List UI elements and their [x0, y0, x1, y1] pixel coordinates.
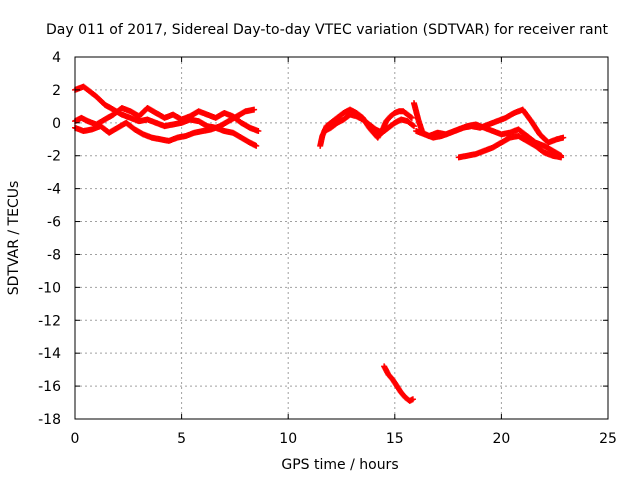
y-axis-ticks: 4 2 0 -2 -4 -6 -8 -10 -12 -14 -16 -18: [38, 50, 608, 428]
data-point-marker: [560, 134, 567, 141]
x-tick-label: 25: [599, 431, 617, 447]
x-tick-label: 15: [386, 431, 404, 447]
y-tick-label: -4: [47, 182, 61, 198]
y-axis-label: SDTVAR / TECUs: [6, 181, 22, 296]
y-tick-label: 0: [52, 116, 61, 132]
y-tick-label: 2: [52, 83, 61, 99]
x-tick-label: 0: [71, 431, 80, 447]
y-tick-label: 4: [52, 50, 61, 66]
data-point-marker: [251, 106, 258, 113]
data-point-marker: [558, 154, 565, 161]
x-tick-label: 10: [279, 431, 297, 447]
data-point-marker: [253, 142, 260, 149]
y-tick-label: -16: [38, 379, 61, 395]
data-point-marker: [408, 114, 415, 121]
plot-frame: [74, 56, 609, 420]
data-point-marker: [255, 128, 262, 135]
x-tick-label: 5: [177, 431, 186, 447]
y-tick-label: -8: [47, 247, 61, 263]
data-point-marker: [409, 122, 416, 129]
data-point-marker: [407, 114, 414, 121]
x-axis-ticks: 0 5 10 15 20 25: [71, 57, 617, 447]
x-axis-label: GPS time / hours: [281, 457, 398, 473]
data-point-marker: [410, 123, 417, 130]
data-point-marker: [409, 396, 416, 403]
y-tick-label: -12: [38, 313, 61, 329]
y-tick-label: -6: [47, 215, 61, 231]
data-points: [72, 83, 567, 404]
y-tick-label: -10: [38, 280, 61, 296]
x-tick-label: 20: [492, 431, 510, 447]
y-tick-label: -2: [47, 149, 61, 165]
chart-title: Day 011 of 2017, Sidereal Day-to-day VTE…: [46, 22, 608, 38]
y-tick-label: -18: [38, 412, 61, 428]
y-tick-label: -14: [38, 346, 61, 362]
